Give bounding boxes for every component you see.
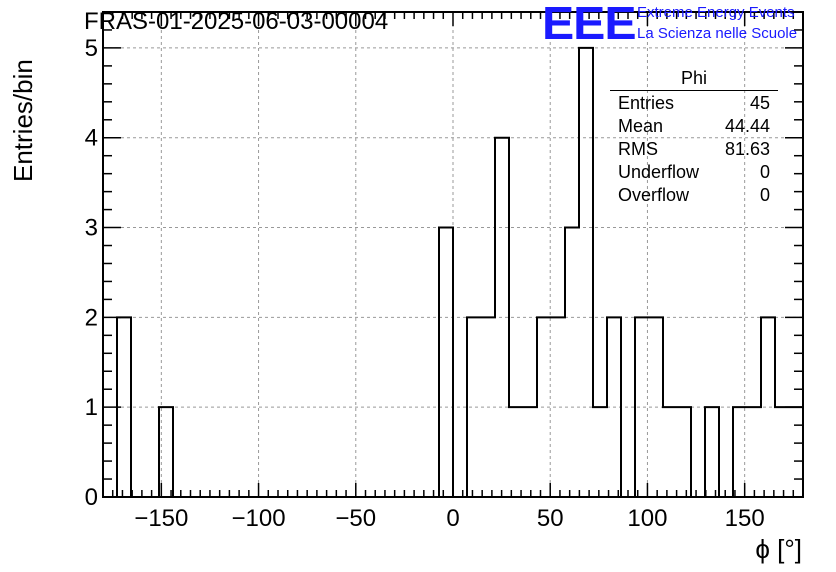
y-tick-label: 5	[85, 35, 98, 62]
stats-label: Overflow	[618, 185, 690, 205]
chart-title: FRAS-01-2025-06-03-00004	[84, 8, 389, 35]
x-tick-labels: −150 −100 −50 0 50 100 150	[134, 505, 764, 532]
x-tick-label: 50	[537, 505, 564, 532]
y-tick-label: 0	[85, 484, 98, 511]
stats-row-rms: RMS 81.63	[610, 138, 778, 161]
x-tick-label: 150	[725, 505, 765, 532]
x-tick-label: 0	[446, 505, 459, 532]
y-tick-label: 2	[85, 304, 98, 331]
y-axis-label: Entries/bin	[8, 59, 38, 182]
x-axis-label: ϕ [°]	[755, 534, 802, 564]
stats-value: 44.44	[724, 116, 770, 136]
stats-label: Underflow	[618, 162, 700, 182]
y-tick-label: 1	[85, 394, 98, 421]
stats-row-mean: Mean 44.44	[610, 115, 778, 138]
stats-row-entries: Entries 45	[610, 92, 778, 115]
y-tick-labels: 0 1 2 3 4 5	[85, 35, 98, 511]
eee-logo: EEE	[542, 0, 637, 49]
stats-value: 45	[749, 93, 770, 113]
y-tick-label: 3	[85, 215, 98, 242]
logo-line-1: Extreme Energy Events	[637, 4, 795, 21]
plot-frame	[102, 11, 804, 498]
y-tick-label: 4	[85, 125, 98, 152]
stats-row-underflow: Underflow 0	[610, 161, 778, 184]
stats-label: RMS	[618, 139, 658, 159]
x-tick-label: −100	[232, 505, 286, 532]
stats-box: Phi Entries 45 Mean 44.44 RMS 81.63 Unde…	[610, 68, 778, 207]
x-tick-label: −50	[335, 505, 376, 532]
x-tick-label: 100	[627, 505, 667, 532]
stats-label: Entries	[618, 93, 675, 113]
stats-label: Mean	[618, 116, 664, 136]
logo-line-2: La Scienza nelle Scuole	[637, 25, 798, 42]
stats-row-overflow: Overflow 0	[610, 184, 778, 207]
axis-ticks	[103, 11, 803, 498]
stats-value: 0	[759, 185, 770, 205]
x-tick-label: −150	[134, 505, 188, 532]
stats-title: Phi	[610, 68, 778, 91]
stats-value: 81.63	[724, 139, 770, 159]
stats-value: 0	[759, 162, 770, 182]
